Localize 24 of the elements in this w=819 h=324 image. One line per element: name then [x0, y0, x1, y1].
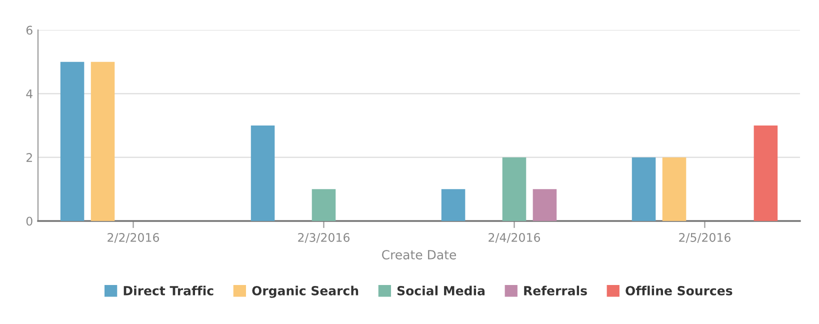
legend-label: Referrals — [524, 286, 587, 296]
legend-label: Offline Sources — [626, 286, 732, 296]
y-tick-label: 2 — [26, 153, 32, 162]
bar — [532, 189, 557, 221]
x-tick-label: 2/2/2016 — [108, 233, 160, 243]
bar — [632, 157, 656, 221]
y-tick-label: 6 — [26, 26, 32, 35]
legend-label: Social Media — [397, 286, 485, 296]
bar — [662, 157, 686, 221]
y-tick-label: 4 — [26, 90, 32, 98]
legend-label: Direct Traffic — [124, 286, 214, 296]
bar — [312, 189, 336, 221]
x-tick-label: 2/5/2016 — [679, 233, 731, 243]
x-tick-label: 2/3/2016 — [298, 233, 350, 243]
bar — [90, 62, 115, 221]
bar — [60, 62, 84, 221]
bar — [441, 189, 466, 221]
bar — [250, 126, 275, 221]
x-axis-title: Create Date — [382, 250, 456, 260]
y-tick-label: 0 — [26, 216, 32, 226]
legend-label: Organic Search — [252, 286, 358, 298]
x-tick-label: 2/4/2016 — [488, 233, 540, 243]
bar — [502, 157, 526, 221]
bar — [754, 126, 778, 221]
